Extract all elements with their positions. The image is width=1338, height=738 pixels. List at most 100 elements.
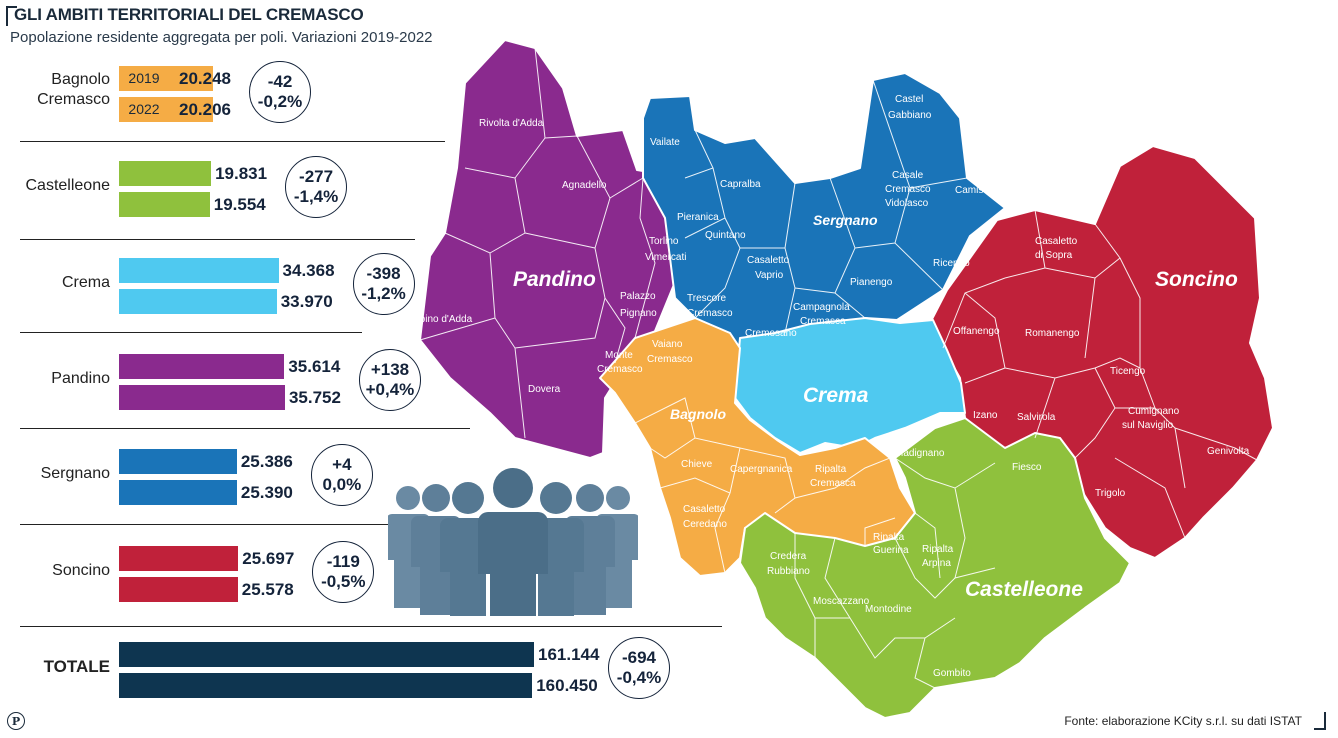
change-percent: -1,4% xyxy=(293,187,339,206)
row-label: Pandino xyxy=(51,370,110,387)
change-percent: 0,0% xyxy=(322,475,362,494)
map-area-sergnano xyxy=(642,72,1006,359)
map-labels: Pandino Sergnano Soncino Crema Bagnolo C… xyxy=(413,94,1250,679)
title-corner-mark xyxy=(6,6,17,26)
map-label-pieranica: Pieranica xyxy=(677,212,719,223)
source-corner-mark xyxy=(1314,712,1326,730)
bar-value-label: 19.831 xyxy=(215,164,268,183)
map-label-salvirola: Salvirola xyxy=(1017,412,1056,423)
change-badge: +138 +0,4% xyxy=(358,349,421,411)
bar-2019 xyxy=(119,449,237,474)
bar-2022 xyxy=(119,673,533,698)
bar-2019 xyxy=(119,546,239,571)
map-label-monte-2: Cremasco xyxy=(597,364,643,375)
row-separator xyxy=(20,524,405,525)
map-label-ripalta-guerina-1: Ripalta xyxy=(873,532,905,543)
map-label-pandino: Pandino xyxy=(513,268,596,291)
map-label-casaletto-sopra-1: Casaletto xyxy=(1035,236,1078,247)
map-label-trigolo: Trigolo xyxy=(1095,488,1126,499)
map-label-casaletto-ceredano-1: Casaletto xyxy=(683,504,726,515)
map-label-vaiano-1: Vaiano xyxy=(652,339,683,350)
row-separator xyxy=(20,239,415,240)
map-label-casaletto-vaprio-1: Casaletto xyxy=(747,255,790,266)
row-separator xyxy=(20,141,445,142)
bar-value-label: 20.206 xyxy=(179,100,231,119)
municipality-borders xyxy=(419,47,1258,689)
map-label-crema: Crema xyxy=(803,384,869,407)
change-absolute: -119 xyxy=(326,552,360,571)
row-label: Crema xyxy=(61,274,110,291)
row-separator xyxy=(20,626,722,627)
map-label-ricengo: Ricengo xyxy=(933,258,970,269)
map-label-trescore-2: Cremasco xyxy=(687,308,733,319)
row-label: Bagnolo Cremasco xyxy=(37,71,110,108)
map-label-casaletto-sopra-2: di Sopra xyxy=(1035,250,1073,261)
map-label-campagnola-1: Campagnola xyxy=(793,302,850,313)
map-label-moscazzano: Moscazzano xyxy=(813,596,870,607)
map-label-credera-1: Credera xyxy=(770,551,807,562)
bar-value-label: 25.578 xyxy=(241,580,294,599)
map-label-casale-1: Casale xyxy=(892,170,924,181)
map-label-casale-2: Cremasco xyxy=(885,184,931,195)
row-separator xyxy=(20,428,470,429)
map-label-castelleone: Castelleone xyxy=(965,578,1083,601)
map-area-castelleone xyxy=(739,417,1131,719)
territory-map: Pandino Sergnano Soncino Crema Bagnolo C… xyxy=(413,39,1274,719)
bar-year-label: 2022 xyxy=(128,101,160,117)
bar-2022 xyxy=(119,192,210,217)
map-label-vimercati: Vimercati xyxy=(645,252,687,263)
row-label: Sergnano xyxy=(40,465,110,482)
change-badge: +4 0,0% xyxy=(310,444,373,506)
bar-2019 xyxy=(119,66,213,91)
change-badge: -398 -1,2% xyxy=(352,253,415,315)
map-label-pianengo: Pianengo xyxy=(850,277,893,288)
bar-2019 xyxy=(119,642,534,667)
map-label-trescore-1: Trescore xyxy=(687,293,727,304)
bar-2019 xyxy=(119,354,285,379)
map-label-casale-3: Vidolasco xyxy=(885,198,929,209)
bar-value-label: 161.144 xyxy=(538,645,600,664)
map-label-campagnola-2: Cremasca xyxy=(800,316,846,327)
row-label: Castelleone xyxy=(25,177,111,194)
row-label: TOTALE xyxy=(43,657,110,676)
change-percent: -0,5% xyxy=(321,572,366,591)
map-label-offanengo: Offanengo xyxy=(953,326,1000,337)
bar-chart: Bagnolo Cremasco 2019 20.248 2022 20.206 -42 -0… xyxy=(20,61,722,699)
change-badge: -694 -0,4% xyxy=(608,637,670,699)
chart-subtitle: Popolazione residente aggregata per poli… xyxy=(10,29,433,46)
map-label-ripalta-cremasca-2: Cremasca xyxy=(810,478,856,489)
map-label-capergnanica: Capergnanica xyxy=(730,464,793,475)
bar-2019 xyxy=(119,161,212,186)
bar-2022 xyxy=(119,577,238,602)
map-label-sergnano: Sergnano xyxy=(813,212,878,228)
map-label-vailate: Vailate xyxy=(650,137,680,148)
bar-year-label: 2019 xyxy=(128,70,160,86)
map-label-dovera: Dovera xyxy=(528,384,561,395)
map-label-gombito: Gombito xyxy=(933,668,971,679)
map-label-cumignano-1: Cumignano xyxy=(1128,406,1180,417)
map-label-ripalta-guerina-2: Guerina xyxy=(873,545,909,556)
change-absolute: -42 xyxy=(267,72,293,91)
bar-value-label: 25.386 xyxy=(240,452,293,471)
change-absolute: -398 xyxy=(366,264,401,283)
map-label-soncino: Soncino xyxy=(1155,268,1238,291)
map-label-chieve: Chieve xyxy=(681,459,713,470)
bar-value-label: 25.697 xyxy=(242,549,295,568)
map-label-montodine: Montodine xyxy=(865,604,912,615)
map-label-cremosano: Cremosano xyxy=(745,328,797,339)
map-label-romanengo: Romanengo xyxy=(1025,328,1080,339)
row-separator xyxy=(20,332,362,333)
bar-2022 xyxy=(119,480,237,505)
map-label-agnadello: Agnadello xyxy=(562,180,607,191)
bar-value-label: 19.554 xyxy=(213,195,266,214)
bar-2022 xyxy=(119,385,285,410)
bar-value-label: 33.970 xyxy=(280,292,333,311)
change-percent: +0,4% xyxy=(365,380,415,399)
bar-value-label: 35.752 xyxy=(288,388,341,407)
map-label-genivolta: Genivolta xyxy=(1207,446,1250,457)
map-label-camisano: Camisano xyxy=(955,185,1000,196)
map-label-torlino: Torlino xyxy=(649,236,679,247)
bar-value-label: 25.390 xyxy=(240,483,293,502)
map-label-casaletto-ceredano-2: Ceredano xyxy=(683,519,727,530)
change-absolute: -694 xyxy=(621,648,657,667)
